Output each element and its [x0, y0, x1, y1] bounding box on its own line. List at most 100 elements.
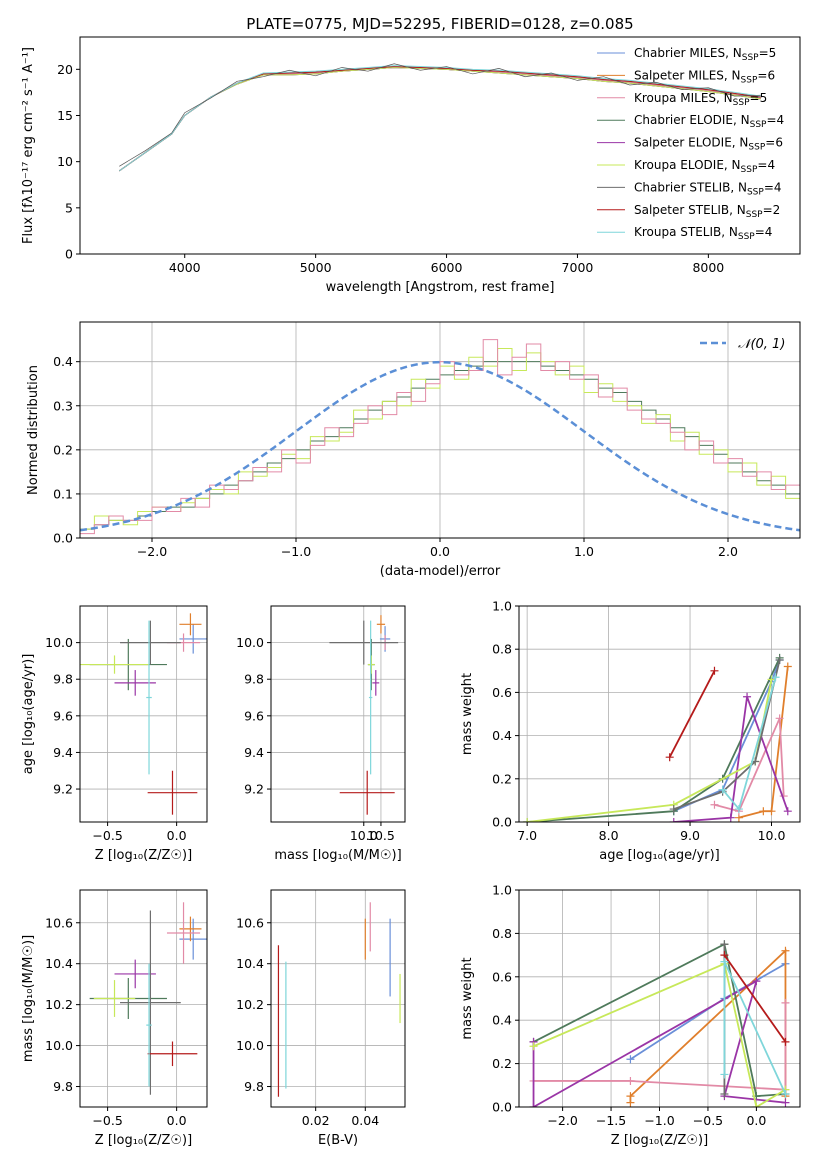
legend-label: Chabrier MILES, NSSP=5 — [634, 46, 776, 63]
y-tick-label: 9.8 — [53, 1079, 73, 1094]
histogram-step-0 — [80, 361, 800, 530]
plus-marker — [718, 785, 727, 794]
y-tick-label: 9.4 — [53, 745, 73, 760]
y-axis-label: age [log₁₀(age/yr)] — [21, 654, 36, 775]
y-tick-label: 15 — [57, 108, 73, 123]
axes-frame — [270, 889, 406, 1108]
plus-marker — [726, 813, 735, 822]
x-axis-label: wavelength [Angstrom, rest frame] — [326, 280, 555, 295]
error-cross — [147, 770, 198, 815]
error-cross — [329, 620, 399, 665]
weight-line — [738, 666, 789, 819]
y-tick-label: 0.2 — [492, 771, 512, 786]
plot-area — [271, 890, 405, 1107]
x-tick-label: 10.5 — [367, 828, 395, 843]
error-cross — [146, 963, 152, 1087]
x-tick-label: 5000 — [300, 260, 332, 275]
error-cross — [179, 613, 202, 636]
plus-marker — [720, 1089, 729, 1098]
plus-marker — [752, 1103, 761, 1107]
weight-line — [533, 962, 786, 1107]
x-tick-label: 7.0 — [517, 828, 537, 843]
weight-line — [533, 942, 786, 1098]
x-tick-label: 10.0 — [758, 828, 786, 843]
error-cross — [120, 910, 181, 1095]
x-tick-label: 2.0 — [718, 544, 738, 559]
plus-marker — [626, 1076, 635, 1085]
y-tick-label: 9.8 — [53, 672, 73, 687]
legend-label: Salpeter STELIB, NSSP=2 — [634, 203, 780, 220]
axes-frame — [79, 889, 208, 1108]
plus-marker — [529, 1103, 538, 1107]
plus-marker — [710, 800, 719, 809]
weight-line — [527, 657, 781, 822]
error-cross — [376, 615, 386, 634]
plus-marker — [781, 1098, 790, 1107]
plus-marker — [669, 805, 678, 814]
legend-label: Chabrier ELODIE, NSSP=4 — [634, 113, 784, 130]
x-tick-label: −0.5 — [92, 1113, 122, 1128]
y-tick-label: 20 — [57, 62, 73, 77]
panel-mass_vs_EBV: 0.02 0.04 9.8 10.0 10.2 10.4 10.6 E(B-V) — [236, 889, 406, 1148]
y-tick-label: 0.6 — [492, 969, 512, 984]
y-tick-label: 9.6 — [244, 708, 264, 723]
legend-label: Kroupa STELIB, NSSP=4 — [634, 225, 772, 242]
y-tick-label: 9.2 — [53, 782, 73, 797]
error-cross — [179, 916, 202, 942]
y-tick-label: 0.3 — [53, 398, 73, 413]
x-tick-label: −2.0 — [547, 1113, 577, 1128]
x-tick-label: −0.5 — [92, 828, 122, 843]
y-tick-label: 9.6 — [53, 708, 73, 723]
y-tick-label: 0.0 — [53, 531, 73, 546]
x-tick-label: 0.0 — [430, 544, 450, 559]
plus-marker — [626, 1092, 635, 1101]
x-tick-label: −0.5 — [693, 1113, 723, 1128]
x-tick-label: 1.0 — [574, 544, 594, 559]
error-cross — [147, 1041, 198, 1067]
y-tick-label: 0.4 — [492, 728, 512, 743]
x-tick-label: 0.04 — [351, 1113, 379, 1128]
panel-weight_vs_age: 7.0 8.0 9.0 10.0 0.0 0.2 0.4 0.6 0.8 1.0 age [log₁… — [460, 599, 801, 863]
weight-line — [723, 954, 787, 1043]
y-axis-label: mass [log₁₀(M/M☉)] — [21, 935, 36, 1062]
x-axis-label: Z [log₁₀(Z/Z☉)] — [95, 848, 192, 863]
histogram-step-1 — [80, 347, 800, 530]
panel-spectrum: Chabrier MILES, NSSP=5 Salpeter MILES, NS… — [21, 36, 801, 295]
plot-area — [519, 890, 800, 1107]
y-tick-label: 10.0 — [45, 635, 73, 650]
y-tick-label: 10.0 — [236, 635, 264, 650]
plus-marker — [720, 940, 729, 949]
y-tick-label: 1.0 — [492, 883, 512, 898]
y-tick-label: 10.4 — [236, 956, 264, 971]
x-tick-label: 0.02 — [302, 1113, 330, 1128]
plus-marker — [781, 998, 790, 1007]
gaussian-curve — [80, 360, 800, 532]
x-tick-label: 4000 — [169, 260, 201, 275]
plus-marker — [529, 1042, 538, 1051]
y-tick-label: 10.2 — [45, 997, 73, 1012]
y-tick-label: 0.8 — [492, 642, 512, 657]
weight-line — [714, 717, 785, 813]
x-tick-label: 0.0 — [746, 1113, 766, 1128]
axes-frame — [518, 605, 801, 823]
legend-label: Chabrier STELIB, NSSP=4 — [634, 180, 782, 197]
x-tick-label: −1.5 — [596, 1113, 626, 1128]
y-tick-label: 9.2 — [244, 782, 264, 797]
y-tick-label: 10.0 — [45, 1038, 73, 1053]
plus-marker — [771, 673, 780, 682]
plot-area — [271, 606, 405, 822]
plot-area — [80, 322, 800, 538]
error-cross — [367, 655, 375, 674]
y-tick-label: 0.0 — [492, 1100, 512, 1115]
plus-marker — [720, 1070, 729, 1079]
y-tick-label: 10.6 — [45, 915, 73, 930]
y-tick-label: 9.8 — [244, 672, 264, 687]
plus-marker — [734, 805, 743, 814]
legend-label: Kroupa ELODIE, NSSP=4 — [634, 158, 775, 175]
legend-label: Kroupa MILES, NSSP=5 — [634, 91, 767, 108]
error-cross — [368, 620, 373, 775]
x-tick-label: −1.0 — [281, 544, 311, 559]
y-axis-label: Flux [fλ10⁻¹⁷ erg cm⁻² s⁻¹ A⁻¹] — [21, 47, 36, 244]
weight-line — [527, 679, 773, 822]
y-tick-label: 0.8 — [492, 926, 512, 941]
